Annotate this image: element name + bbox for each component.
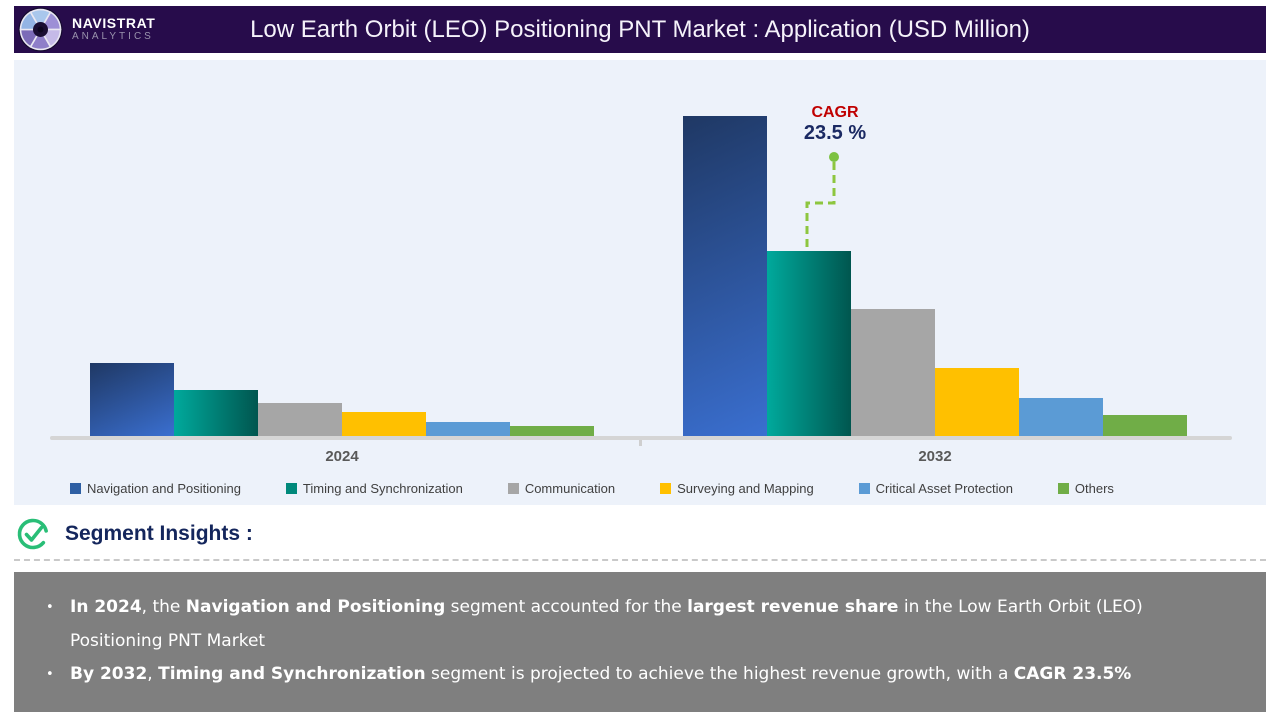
legend-item-navigation-and-positioning: Navigation and Positioning [70,481,241,496]
insight-bullet-2: • By 2032, Timing and Synchronization se… [44,658,1238,692]
legend-item-critical-asset-protection: Critical Asset Protection [858,481,1013,496]
logo-wheel-icon [18,7,63,52]
legend-label: Timing and Synchronization [302,481,463,496]
insight-text-2: By 2032, Timing and Synchronization segm… [70,664,1132,684]
bar-communication-2032 [851,309,935,436]
bar-surveying-and-mapping-2024 [342,412,426,436]
cagr-connector-line [805,152,839,254]
legend-item-communication: Communication [507,481,616,496]
dashed-divider [14,559,1266,561]
check-circle-icon [17,518,49,550]
legend-label: Communication [524,481,616,496]
cagr-label: CAGR [811,104,859,121]
brand-logo: NAVISTRAT ANALYTICS [18,7,155,52]
brand-text: NAVISTRAT ANALYTICS [72,16,155,43]
bar-critical-asset-protection-2032 [1019,398,1103,436]
page-title: Low Earth Orbit (LEO) Positioning PNT Ma… [250,15,1030,43]
legend-label: Surveying and Mapping [677,481,814,496]
bar-timing-and-synchronization-2024 [174,390,258,436]
x-axis-line [50,436,1232,440]
legend-swatch-icon [858,483,870,494]
legend-item-timing-and-synchronization: Timing and Synchronization [285,481,463,496]
bar-navigation-and-positioning-2032 [683,116,767,436]
brand-subtitle: ANALYTICS [72,31,154,42]
bar-others-2032 [1103,415,1187,436]
x-axis-tick [639,440,642,446]
category-label-2024: 2024 [325,448,359,465]
brand-name: NAVISTRAT [72,15,156,31]
bullet-icon: • [46,667,54,682]
chart-panel: CAGR 23.5 % 2024 2032 Navigation and Pos… [14,60,1266,505]
legend-item-surveying-and-mapping: Surveying and Mapping [660,481,814,496]
category-label-2032: 2032 [918,448,952,465]
segment-insights-header: Segment Insights : [16,517,253,551]
chart-legend: Navigation and Positioning Timing and Syn… [70,481,1226,496]
bar-group-2032 [683,116,1187,436]
legend-label: Critical Asset Protection [875,481,1013,496]
cagr-annotation: CAGR 23.5 % [755,104,915,145]
segment-insights-title: Segment Insights : [65,522,253,545]
legend-item-others: Others [1057,481,1114,496]
insight-text-1: In 2024, the Navigation and Positioning … [70,597,1143,651]
legend-label: Others [1074,481,1114,496]
cagr-value: 23.5 % [803,122,867,144]
bar-critical-asset-protection-2024 [426,422,510,436]
bullet-icon: • [46,600,54,615]
bar-group-2024 [90,363,594,436]
bar-timing-and-synchronization-2032 [767,251,851,436]
legend-swatch-icon [660,483,672,494]
legend-swatch-icon [70,483,81,494]
bar-others-2024 [510,426,594,436]
legend-label: Navigation and Positioning [87,481,241,496]
legend-swatch-icon [507,483,519,494]
bar-surveying-and-mapping-2032 [935,368,1019,436]
legend-swatch-icon [1057,483,1069,494]
header-bar: NAVISTRAT ANALYTICS Low Earth Orbit (LEO… [14,6,1266,53]
bar-communication-2024 [258,403,342,436]
insights-list: • In 2024, the Navigation and Positionin… [44,591,1238,692]
insight-bullet-1: • In 2024, the Navigation and Positionin… [44,591,1238,658]
bar-navigation-and-positioning-2024 [90,363,174,436]
insights-box: • In 2024, the Navigation and Positionin… [14,572,1266,712]
legend-swatch-icon [285,483,297,494]
